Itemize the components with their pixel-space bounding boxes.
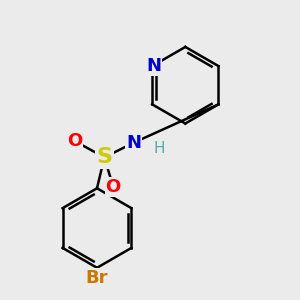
Text: N: N — [146, 57, 161, 75]
Text: S: S — [96, 147, 112, 167]
Text: N: N — [126, 134, 141, 152]
Text: H: H — [153, 141, 165, 156]
Text: O: O — [67, 132, 83, 150]
Text: Br: Br — [86, 269, 108, 287]
Text: O: O — [106, 178, 121, 196]
